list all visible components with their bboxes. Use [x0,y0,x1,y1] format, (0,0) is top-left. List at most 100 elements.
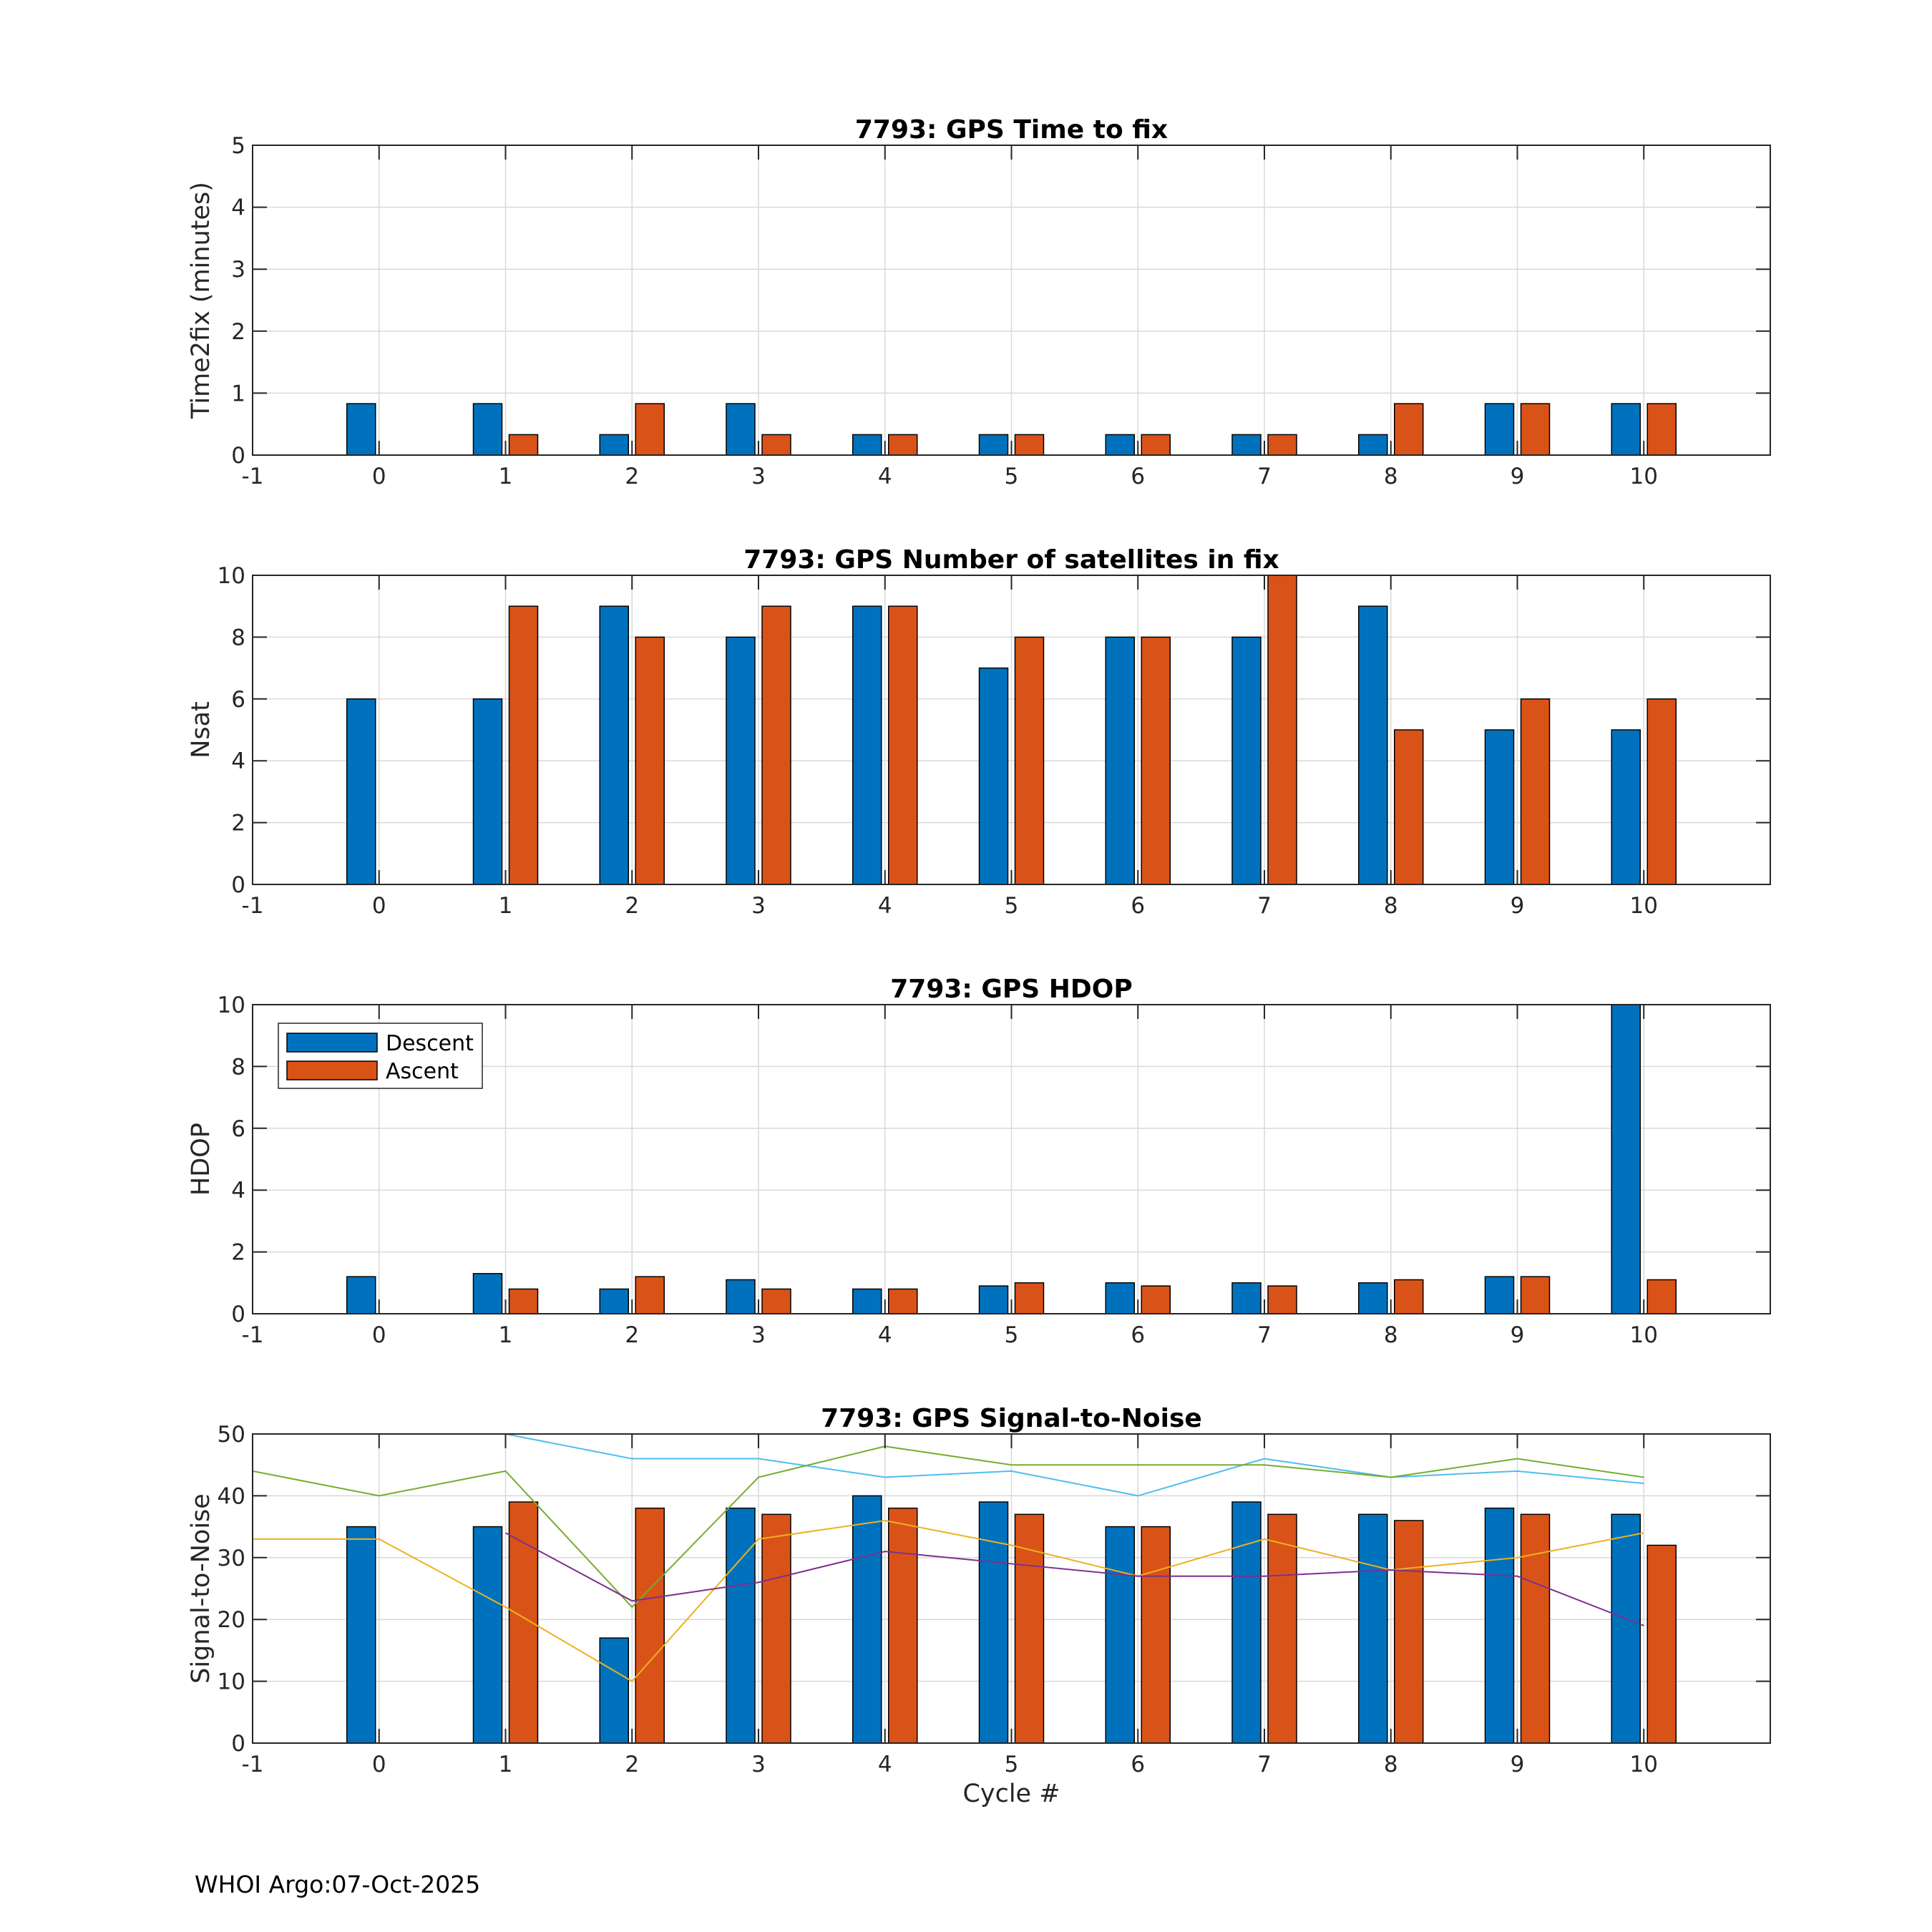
x-tick-label: 10 [1630,893,1658,919]
bar-descent-3 [726,1279,756,1314]
bar-descent-8 [1358,1282,1388,1314]
bar-descent-10 [1611,1004,1641,1314]
bar-descent-0 [346,1526,376,1744]
bar-ascent-3 [761,1288,791,1314]
bar-ascent-3 [761,434,791,456]
y-tick-label: 10 [218,1669,245,1695]
x-tick-label: 5 [1005,1322,1019,1348]
chart-title: 7793: GPS HDOP [890,975,1133,1004]
x-tick-label: 10 [1630,1752,1658,1777]
y-tick-label: 3 [231,257,245,283]
chart-title: 7793: GPS Signal-to-Noise [821,1404,1202,1433]
x-tick-label: 5 [1005,1752,1019,1777]
bar-descent-9 [1484,403,1515,456]
bar-descent-6 [1105,1282,1135,1314]
x-tick-label: 3 [751,1322,766,1348]
chart-title: 7793: GPS Number of satellites in fix [743,545,1279,575]
bar-descent-10 [1611,729,1641,885]
bar-ascent-5 [1014,434,1045,456]
legend-swatch-ascent [286,1060,378,1080]
bar-descent-6 [1105,434,1135,456]
bar-descent-10 [1611,403,1641,456]
y-tick-label: 0 [231,443,245,469]
bar-descent-9 [1484,729,1515,885]
bar-ascent-10 [1646,1544,1677,1744]
y-tick-label: 0 [231,1731,245,1757]
y-tick-label: 1 [231,381,245,406]
bar-ascent-10 [1646,403,1677,456]
bar-descent-2 [599,1288,629,1314]
bar-descent-1 [472,698,503,885]
x-tick-label: 4 [878,1322,892,1348]
bar-ascent-4 [888,434,918,456]
bar-descent-3 [726,403,756,456]
snr-line-2 [252,1445,1644,1609]
bar-descent-5 [978,1501,1009,1744]
x-tick-label: 8 [1384,1752,1398,1777]
x-tick-label: 9 [1511,893,1525,919]
bar-ascent-4 [888,1288,918,1314]
bar-descent-8 [1358,605,1388,885]
bar-descent-10 [1611,1513,1641,1744]
bar-ascent-6 [1141,636,1171,885]
bar-ascent-1 [508,434,539,456]
y-tick-label: 30 [218,1546,245,1571]
x-tick-label: -1 [242,464,264,489]
bar-descent-2 [599,605,629,885]
bar-ascent-1 [508,1288,539,1314]
bars [346,1004,1677,1314]
y-tick-label: 10 [218,992,245,1018]
bar-descent-4 [852,1288,882,1314]
bar-ascent-6 [1141,1526,1171,1744]
x-tick-label: 1 [499,893,513,919]
x-tick-label: 9 [1511,1752,1525,1777]
chart-title: 7793: GPS Time to fix [855,115,1168,145]
bar-descent-2 [599,434,629,456]
y-tick-label: 5 [231,133,245,159]
x-tick-label: 2 [625,893,639,919]
y-tick-label: 4 [231,195,245,221]
x-tick-label: 1 [499,1752,513,1777]
snr-lines [252,1433,1644,1682]
bar-ascent-8 [1394,729,1424,885]
bar-ascent-7 [1267,575,1297,885]
legend-label-descent: Descent [386,1031,474,1056]
bar-ascent-5 [1014,1513,1045,1744]
x-tick-label: 10 [1630,1322,1658,1348]
x-tick-label: 7 [1257,893,1272,919]
bar-descent-0 [346,1276,376,1314]
x-tick-label: -1 [242,893,264,919]
x-tick-label: 0 [372,1322,386,1348]
footer-stamp: WHOI Argo:07-Oct-2025 [195,1870,481,1898]
x-tick-label: 6 [1131,464,1145,489]
y-tick-label: 2 [231,811,245,836]
bar-ascent-10 [1646,1279,1677,1314]
x-tick-label: 2 [625,464,639,489]
bar-descent-3 [726,636,756,885]
x-axis-label: Cycle # [962,1780,1060,1808]
bar-descent-9 [1484,1507,1515,1744]
x-tick-label: 7 [1257,464,1272,489]
y-tick-label: 2 [231,319,245,345]
bar-ascent-7 [1267,434,1297,456]
x-tick-label: 3 [751,893,766,919]
y-tick-label: 20 [218,1607,245,1633]
bar-ascent-4 [888,1507,918,1744]
y-tick-label: 6 [231,687,245,713]
y-axis-label: Nsat [187,701,215,758]
bar-ascent-2 [635,1507,665,1744]
bar-ascent-2 [635,636,665,885]
bar-ascent-7 [1267,1285,1297,1314]
x-tick-label: 1 [499,1322,513,1348]
bar-descent-8 [1358,1513,1388,1744]
y-tick-label: 10 [218,563,245,589]
bar-ascent-5 [1014,1282,1045,1314]
legend-swatch-descent [286,1033,378,1053]
bar-ascent-3 [761,605,791,885]
bar-descent-5 [978,1285,1009,1314]
legend: Descent Ascent [278,1023,483,1089]
